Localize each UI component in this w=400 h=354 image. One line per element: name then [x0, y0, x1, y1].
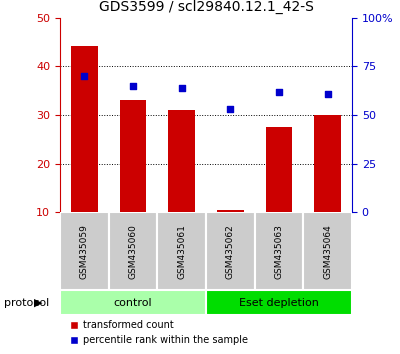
Text: control: control [114, 298, 152, 308]
Bar [168, 110, 195, 212]
Bar [206, 290, 352, 315]
Point [324, 91, 331, 97]
Text: GSM435061: GSM435061 [177, 224, 186, 279]
Point [178, 85, 185, 91]
Bar [217, 210, 244, 212]
Bar [255, 212, 303, 290]
Point [81, 73, 88, 79]
Text: GSM435060: GSM435060 [128, 224, 138, 279]
Legend: transformed count, percentile rank within the sample: transformed count, percentile rank withi… [65, 316, 252, 349]
Text: GSM435064: GSM435064 [323, 224, 332, 279]
Text: ▶: ▶ [34, 298, 42, 308]
Text: GSM435059: GSM435059 [80, 224, 89, 279]
Bar [266, 127, 292, 212]
Text: GSM435063: GSM435063 [274, 224, 284, 279]
Bar [60, 212, 109, 290]
Bar [157, 212, 206, 290]
Bar [109, 212, 157, 290]
Bar [120, 101, 146, 212]
Point [227, 106, 234, 112]
Bar [60, 290, 206, 315]
Title: GDS3599 / scl29840.12.1_42-S: GDS3599 / scl29840.12.1_42-S [98, 0, 314, 14]
Text: protocol: protocol [4, 298, 49, 308]
Bar [71, 46, 98, 212]
Bar [314, 115, 341, 212]
Bar [303, 212, 352, 290]
Point [276, 89, 282, 95]
Point [130, 83, 136, 89]
Text: Eset depletion: Eset depletion [239, 298, 319, 308]
Text: GSM435062: GSM435062 [226, 224, 235, 279]
Bar [206, 212, 255, 290]
